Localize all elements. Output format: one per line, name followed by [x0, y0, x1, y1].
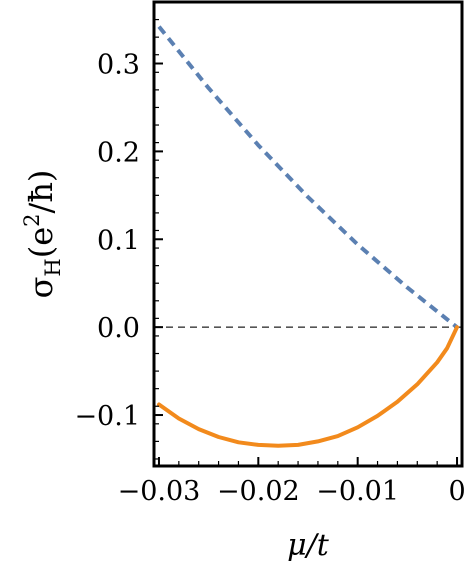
- svg-text:σH(e2/ħ): σH(e2/ħ): [20, 170, 65, 299]
- y-tick-label: 0.0: [97, 313, 140, 344]
- plot-frame: [152, 0, 464, 468]
- x-tick-label: −0.01: [316, 476, 399, 507]
- series-line-solid: [157, 325, 459, 448]
- axis-ticks: −0.03 −0.02 −0.01 0 −0.1 0.0 0.1 0.2 0.3: [74, 18, 466, 507]
- y-label-tail: /ħ): [22, 170, 60, 214]
- y-tick-label: 0.3: [97, 50, 140, 81]
- x-tick-label: −0.03: [118, 476, 201, 507]
- y-axis-label: σH(e2/ħ): [20, 170, 65, 299]
- series-line-dashed: [157, 25, 459, 329]
- x-tick-label: 0: [448, 476, 465, 507]
- y-label-symbol: σ: [22, 277, 60, 299]
- y-tick-label: −0.1: [74, 401, 140, 432]
- y-tick-label: 0.1: [97, 225, 140, 256]
- y-label-subscript: H: [41, 258, 65, 276]
- y-label-open: (e: [22, 227, 60, 258]
- plot-area: [154, 25, 462, 448]
- x-axis-label: μ/t: [287, 528, 330, 563]
- y-tick-label: 0.2: [97, 137, 140, 168]
- y-label-superscript: 2: [20, 213, 44, 226]
- x-tick-label: −0.02: [217, 476, 300, 507]
